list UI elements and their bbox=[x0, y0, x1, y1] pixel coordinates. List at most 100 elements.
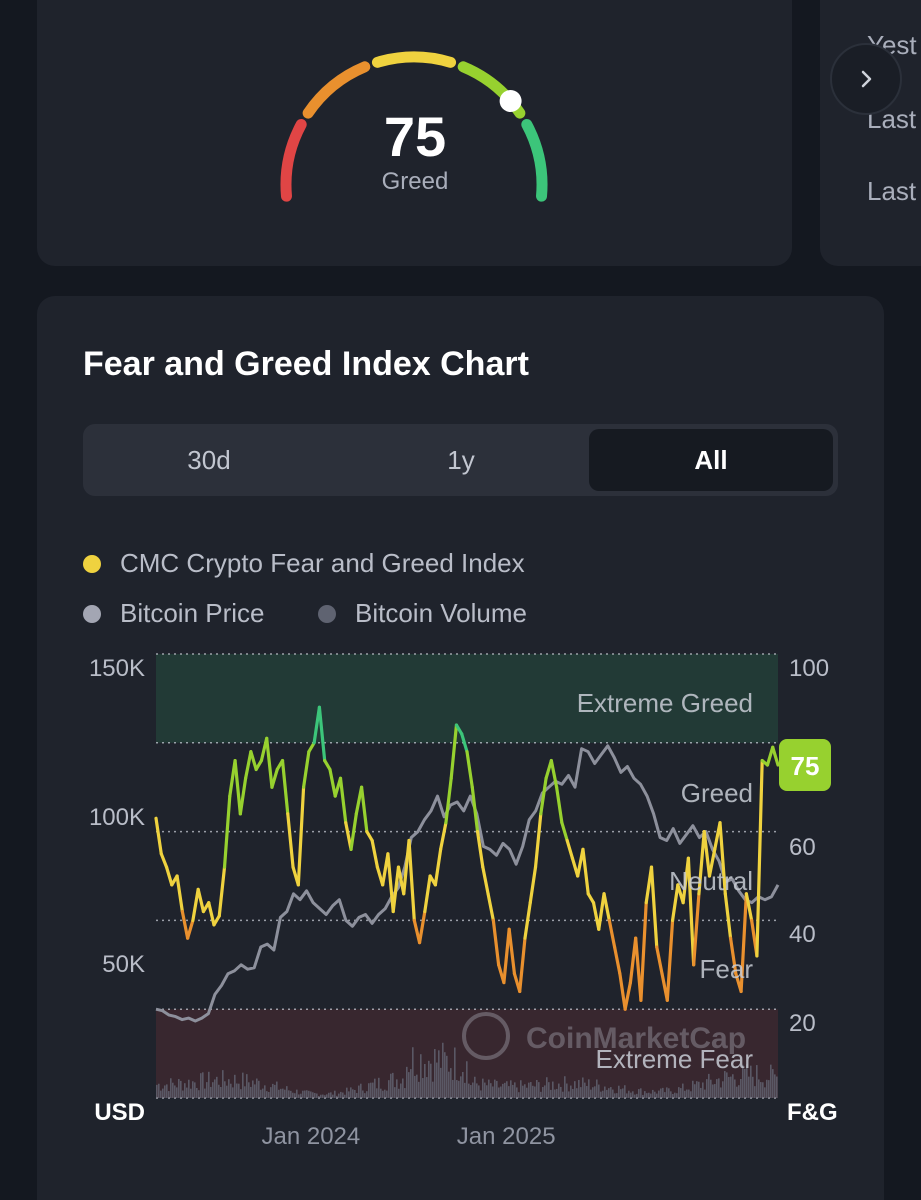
volume-bar bbox=[332, 1094, 334, 1098]
fear-greed-segment bbox=[533, 812, 543, 869]
volume-bar bbox=[606, 1089, 608, 1098]
volume-bar bbox=[226, 1085, 228, 1098]
volume-bar bbox=[428, 1060, 430, 1098]
volume-bar bbox=[328, 1092, 330, 1098]
volume-bar bbox=[516, 1087, 518, 1098]
volume-bar bbox=[244, 1086, 246, 1098]
volume-bar bbox=[326, 1094, 328, 1098]
volume-bar bbox=[762, 1082, 764, 1098]
volume-bar bbox=[260, 1089, 262, 1098]
fear-greed-segment bbox=[623, 980, 633, 1011]
volume-bar bbox=[318, 1096, 320, 1098]
volume-bar bbox=[348, 1091, 350, 1098]
right-axis-unit: F&G bbox=[787, 1099, 838, 1126]
volume-bar bbox=[290, 1090, 292, 1098]
volume-bar bbox=[418, 1081, 420, 1098]
volume-bar bbox=[198, 1090, 200, 1098]
volume-bar bbox=[338, 1093, 340, 1098]
legend-bitcoin-volume[interactable]: Bitcoin Volume bbox=[318, 598, 527, 629]
volume-bar bbox=[742, 1064, 744, 1098]
volume-bar bbox=[316, 1093, 318, 1098]
volume-bar bbox=[346, 1087, 348, 1098]
volume-bar bbox=[396, 1079, 398, 1098]
volume-bar bbox=[494, 1079, 496, 1098]
volume-bar bbox=[270, 1087, 272, 1098]
volume-bar bbox=[570, 1085, 572, 1098]
fear-greed-segment bbox=[207, 901, 216, 927]
fear-greed-gauge bbox=[280, 51, 548, 202]
volume-bar bbox=[476, 1083, 478, 1098]
volume-bar bbox=[632, 1091, 634, 1098]
fear-greed-segment bbox=[265, 736, 274, 789]
fear-greed-segment bbox=[286, 812, 295, 869]
volume-bar bbox=[664, 1092, 666, 1098]
volume-bar bbox=[322, 1094, 324, 1098]
volume-bar bbox=[250, 1086, 252, 1098]
fear-greed-segment bbox=[217, 865, 227, 918]
fear-greed-segment bbox=[238, 776, 248, 816]
volume-bar bbox=[700, 1087, 702, 1098]
fear-greed-segment bbox=[723, 892, 733, 940]
volume-bar bbox=[654, 1091, 656, 1098]
timeframe-selector: 30d 1y All bbox=[83, 424, 838, 496]
fear-greed-segment bbox=[328, 767, 337, 798]
volume-bar bbox=[650, 1093, 652, 1098]
volume-bar bbox=[772, 1069, 774, 1098]
volume-bar bbox=[774, 1074, 776, 1098]
volume-bar bbox=[330, 1092, 332, 1098]
volume-bar bbox=[240, 1089, 242, 1098]
volume-bar bbox=[562, 1091, 564, 1098]
volume-bar bbox=[368, 1083, 370, 1098]
volume-bar bbox=[542, 1087, 544, 1098]
volume-bar bbox=[178, 1079, 180, 1098]
volume-bar bbox=[454, 1047, 456, 1098]
volume-bar bbox=[184, 1083, 186, 1098]
tab-all[interactable]: All bbox=[589, 429, 833, 491]
volume-bar bbox=[366, 1091, 368, 1098]
volume-bar bbox=[352, 1089, 354, 1098]
volume-bar bbox=[546, 1077, 548, 1098]
fear-greed-segment bbox=[523, 901, 532, 940]
volume-bar bbox=[438, 1050, 440, 1098]
volume-bar bbox=[556, 1088, 558, 1098]
legend-fear-greed-index[interactable]: CMC Crypto Fear and Greed Index bbox=[83, 548, 525, 579]
volume-bar bbox=[644, 1091, 646, 1098]
volume-bar bbox=[230, 1083, 232, 1098]
fear-greed-segment bbox=[349, 812, 358, 851]
fear-greed-segment bbox=[196, 887, 206, 914]
volume-bar bbox=[726, 1072, 728, 1098]
legend-bitcoin-price[interactable]: Bitcoin Price bbox=[83, 598, 265, 629]
volume-bar bbox=[232, 1087, 234, 1098]
volume-bar bbox=[462, 1072, 464, 1098]
volume-bar bbox=[264, 1085, 266, 1098]
legend-dot-bitcoin-volume bbox=[318, 604, 336, 623]
volume-bar bbox=[770, 1064, 772, 1098]
volume-bar bbox=[448, 1071, 450, 1098]
tab-30d[interactable]: 30d bbox=[187, 444, 231, 475]
volume-bar bbox=[422, 1078, 424, 1098]
fear-greed-segment bbox=[560, 821, 569, 843]
volume-bar bbox=[658, 1090, 660, 1098]
volume-bar bbox=[600, 1091, 602, 1098]
legend-label-bitcoin-price: Bitcoin Price bbox=[120, 598, 265, 628]
fear-greed-segment bbox=[555, 785, 564, 825]
next-arrow-button[interactable] bbox=[830, 43, 902, 115]
fear-greed-segment bbox=[618, 972, 627, 1011]
volume-bar bbox=[248, 1082, 250, 1098]
fear-greed-gauge-card bbox=[37, 0, 792, 266]
volume-bar bbox=[386, 1090, 388, 1098]
volume-bar bbox=[246, 1074, 248, 1098]
volume-bar bbox=[460, 1076, 462, 1098]
tab-1y[interactable]: 1y bbox=[447, 444, 475, 475]
volume-bar bbox=[304, 1090, 306, 1098]
zone-label-neutral: Neutral bbox=[669, 866, 753, 896]
volume-bar bbox=[360, 1083, 362, 1098]
volume-bar bbox=[266, 1091, 268, 1098]
volume-bar bbox=[566, 1083, 568, 1098]
volume-bar bbox=[430, 1063, 432, 1098]
volume-bar bbox=[684, 1090, 686, 1098]
volume-bar bbox=[680, 1088, 682, 1098]
volume-bar bbox=[302, 1090, 304, 1098]
volume-bar bbox=[568, 1091, 570, 1098]
